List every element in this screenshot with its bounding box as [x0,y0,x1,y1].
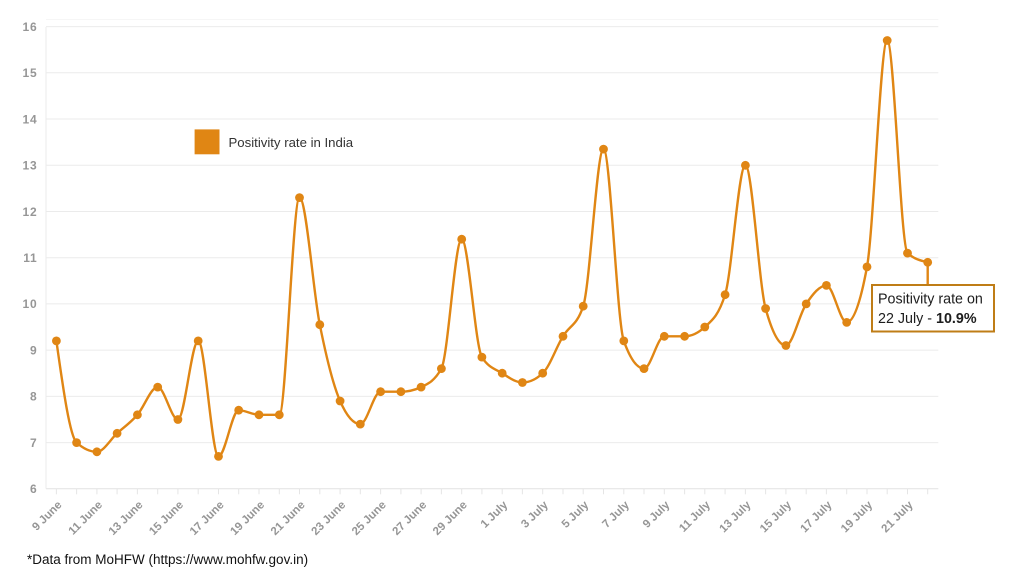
svg-text:10: 10 [23,297,38,311]
svg-text:6: 6 [30,482,37,496]
svg-text:*Data from MoHFW (https://www.: *Data from MoHFW (https://www.mohfw.gov.… [27,552,308,567]
svg-text:14: 14 [23,112,38,126]
svg-text:Positivity rate on: Positivity rate on [878,292,983,308]
svg-text:7: 7 [30,436,37,450]
svg-text:16: 16 [23,20,38,34]
svg-text:8: 8 [30,390,37,404]
svg-text:Positivity rate in India: Positivity rate in India [229,135,354,150]
svg-text:9: 9 [30,343,37,357]
svg-text:22 July - 10.9%: 22 July - 10.9% [878,311,977,327]
svg-text:11: 11 [23,251,37,265]
svg-text:12: 12 [23,205,38,219]
svg-text:13: 13 [23,159,38,173]
svg-text:15: 15 [23,66,38,80]
